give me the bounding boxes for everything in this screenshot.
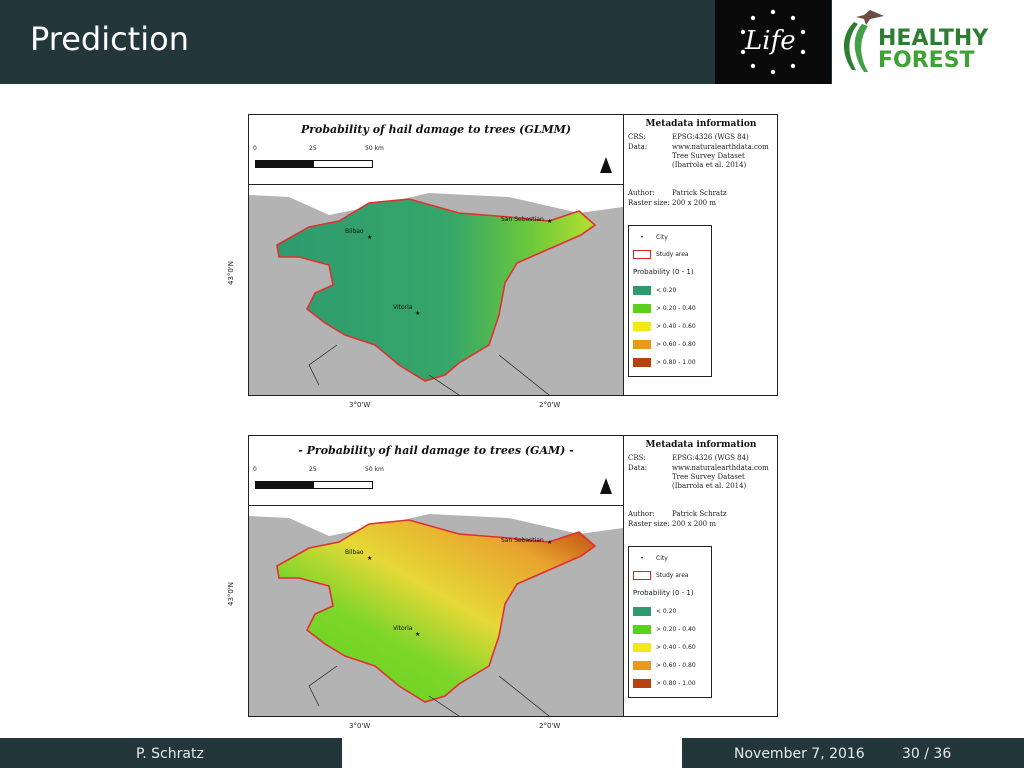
footer-right: November 7, 2016 30 / 36: [682, 738, 1024, 768]
legend-class: < 0.20: [633, 607, 676, 616]
metadata-row: CRS: EPSG:4326 (WGS 84): [628, 454, 749, 462]
map-legend: • City Study area Probability (0 - 1) < 0…: [628, 546, 712, 698]
city-label: Vitoria: [393, 304, 413, 311]
legend-class: > 0.20 - 0.40: [633, 304, 696, 313]
map-panel-glmm: Probability of hail damage to trees (GLM…: [227, 114, 778, 409]
basque-map: Bilbao San Sebastian Vitoria ★ ★ ★: [249, 185, 623, 395]
legend-class: < 0.20: [633, 286, 676, 295]
footer-author: P. Schratz: [136, 746, 204, 762]
longitude-tick: 2°0'W: [539, 722, 561, 730]
north-arrow-icon: [600, 478, 612, 494]
legend-class: > 0.20 - 0.40: [633, 625, 696, 634]
metadata-heading: Metadata information: [645, 119, 757, 129]
svg-text:★: ★: [367, 555, 372, 562]
forest-wordmark-line2: FOREST: [878, 48, 975, 73]
legend-class: > 0.40 - 0.60: [633, 322, 696, 331]
map-area: - Probability of hail damage to trees (G…: [227, 436, 624, 730]
legend-class: > 0.80 - 1.00: [633, 679, 696, 688]
scale-tick: 0: [253, 145, 257, 152]
eu-stars-icon: [740, 9, 806, 75]
metadata-row: Data: www.naturalearthdata.com Tree Surve…: [628, 464, 769, 490]
forest-wordmark: HEALTHY FOREST: [878, 28, 988, 72]
north-arrow-icon: [600, 157, 612, 173]
city-label: San Sebastian: [501, 216, 544, 223]
scale-bar: [255, 160, 373, 168]
map-legend: • City Study area Probability (0 - 1) < 0…: [628, 225, 712, 377]
footer-date: November 7, 2016: [734, 746, 865, 762]
metadata-row: Raster size: 200 x 200 m: [628, 199, 716, 207]
legend-city: • City: [633, 555, 668, 562]
legend-heading: Probability (0 - 1): [633, 589, 694, 597]
city-marker-icon: •: [640, 555, 644, 562]
latitude-tick: 43°0'N: [227, 260, 235, 285]
scale-tick: 50 km: [365, 466, 384, 473]
map-title: Probability of hail damage to trees (GLM…: [300, 123, 572, 136]
metadata-row: Author: Patrick Schratz: [628, 510, 727, 518]
metadata-heading: Metadata information: [645, 440, 757, 450]
footer-page-number: 30 / 36: [902, 746, 952, 762]
longitude-tick: 3°0'W: [349, 722, 371, 730]
legend-heading: Probability (0 - 1): [633, 268, 694, 276]
legend-class: > 0.60 - 0.80: [633, 661, 696, 670]
metadata-box: Metadata information CRS: EPSG:4326 (WGS …: [625, 115, 777, 395]
healthy-forest-logo: HEALTHY FOREST: [832, 0, 1024, 84]
map-panel-gam: - Probability of hail damage to trees (G…: [227, 435, 778, 730]
slide-header: Prediction Life HEALTHY FOREST: [0, 0, 1024, 84]
legend-class: > 0.60 - 0.80: [633, 340, 696, 349]
basque-map: Bilbao San Sebastian Vitoria ★ ★ ★: [249, 506, 623, 716]
legend-study-area: Study area: [633, 250, 689, 259]
legend-class: > 0.40 - 0.60: [633, 643, 696, 652]
svg-text:★: ★: [547, 218, 552, 225]
svg-text:★: ★: [547, 539, 552, 546]
scale-tick: 50 km: [365, 145, 384, 152]
city-label: Bilbao: [345, 228, 364, 235]
slide-title: Prediction: [30, 20, 189, 58]
city-label: San Sebastian: [501, 537, 544, 544]
metadata-row: Raster size: 200 x 200 m: [628, 520, 716, 528]
map-area: Probability of hail damage to trees (GLM…: [227, 115, 624, 409]
legend-class: > 0.80 - 1.00: [633, 358, 696, 367]
city-label: Vitoria: [393, 625, 413, 632]
latitude-tick: 43°0'N: [227, 581, 235, 606]
city-marker-icon: •: [640, 234, 644, 241]
city-label: Bilbao: [345, 549, 364, 556]
scale-tick: 0: [253, 466, 257, 473]
map-title: - Probability of hail damage to trees (G…: [298, 444, 574, 457]
life-logo: Life: [715, 0, 831, 84]
prediction-figure: Probability of hail damage to trees (GLM…: [227, 92, 792, 732]
legend-city: • City: [633, 234, 668, 241]
tree-plane-icon: [843, 10, 884, 72]
scale-tick: 25: [309, 466, 317, 473]
longitude-tick: 2°0'W: [539, 401, 561, 409]
scale-tick: 25: [309, 145, 317, 152]
forest-wordmark-line1: HEALTHY: [878, 26, 989, 51]
svg-text:★: ★: [367, 234, 372, 241]
metadata-row: Author: Patrick Schratz: [628, 189, 727, 197]
life-wordmark: Life: [745, 26, 796, 56]
scale-bar: [255, 481, 373, 489]
svg-text:★: ★: [415, 631, 420, 638]
metadata-row: CRS: EPSG:4326 (WGS 84): [628, 133, 749, 141]
legend-study-area: Study area: [633, 571, 689, 580]
slide-footer: P. Schratz November 7, 2016 30 / 36: [0, 738, 1024, 768]
svg-text:★: ★: [415, 310, 420, 317]
footer-left: P. Schratz: [0, 738, 342, 768]
metadata-box: Metadata information CRS: EPSG:4326 (WGS …: [625, 436, 777, 716]
metadata-row: Data: www.naturalearthdata.com Tree Surve…: [628, 143, 769, 169]
longitude-tick: 3°0'W: [349, 401, 371, 409]
